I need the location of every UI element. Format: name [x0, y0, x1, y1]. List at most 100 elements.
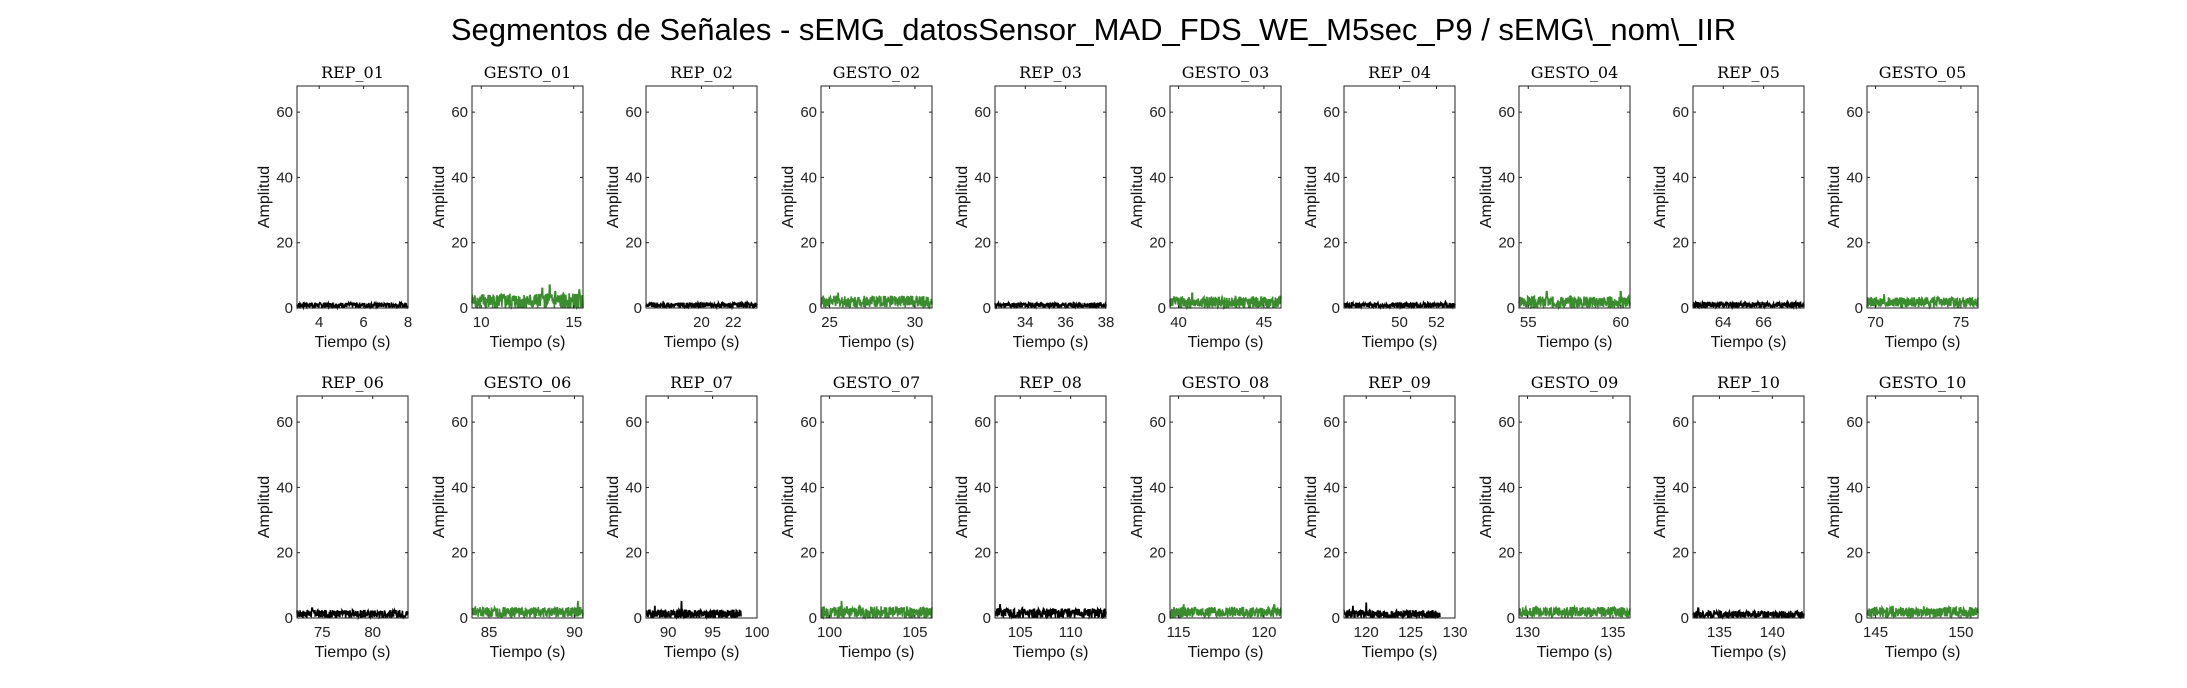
y-tick-label: 60 [1323, 414, 1340, 431]
signal-trace [994, 604, 1107, 620]
y-tick-label: 40 [1672, 479, 1689, 496]
y-axis-label: Amplitud [1652, 166, 1669, 228]
x-tick-label: 22 [725, 314, 742, 331]
x-tick-label: 115 [1167, 624, 1191, 641]
x-tick-label: 4 [315, 314, 323, 331]
y-tick-label: 20 [974, 235, 991, 252]
x-tick-label: 66 [1755, 314, 1772, 331]
y-tick-label: 40 [1323, 169, 1340, 186]
subplot-gesto-04: GESTO_04 0 20 40 60 55 60 Tiempo (s) Amplitud [1478, 63, 1631, 351]
y-axis-label: Amplitud [256, 166, 273, 228]
subplot-title: REP_06 [321, 373, 384, 392]
signal-trace [1169, 604, 1282, 620]
axes-box [1692, 85, 1805, 309]
axes-box [1169, 85, 1282, 309]
x-axis-label: Tiempo (s) [664, 644, 740, 661]
y-tick-label: 60 [625, 414, 642, 431]
x-tick-label: 15 [565, 314, 582, 331]
subplot-title: REP_04 [1368, 63, 1431, 82]
y-tick-label: 40 [451, 479, 468, 496]
y-tick-label: 0 [634, 300, 642, 317]
x-tick-label: 120 [1354, 624, 1379, 641]
y-tick-label: 0 [1855, 610, 1863, 627]
y-tick-label: 0 [1855, 300, 1863, 317]
x-tick-label: 125 [1398, 624, 1423, 641]
axes-box [1692, 395, 1805, 619]
y-axis-label: Amplitud [1303, 476, 1320, 538]
axes-box [1866, 85, 1979, 309]
y-tick-label: 60 [974, 104, 991, 121]
x-tick-label: 20 [693, 314, 710, 331]
y-tick-label: 20 [276, 545, 293, 562]
y-tick-label: 60 [800, 104, 817, 121]
y-tick-label: 60 [1846, 104, 1863, 121]
y-axis-label: Amplitud [605, 476, 622, 538]
subplot-title: REP_01 [321, 63, 384, 82]
x-axis-label: Tiempo (s) [1362, 644, 1438, 661]
subplot-title: GESTO_03 [1182, 63, 1270, 82]
figure-title: Segmentos de Señales - sEMG_datosSensor_… [450, 12, 1737, 47]
y-tick-label: 20 [625, 545, 642, 562]
y-axis-label: Amplitud [780, 166, 797, 228]
x-tick-label: 95 [704, 624, 721, 641]
axes-box [296, 85, 409, 309]
signal-trace [471, 600, 584, 619]
y-tick-label: 40 [1149, 169, 1166, 186]
signal-trace [645, 299, 758, 311]
x-axis-label: Tiempo (s) [1188, 334, 1264, 351]
x-tick-label: 100 [817, 624, 842, 641]
x-tick-label: 36 [1057, 314, 1074, 331]
x-tick-label: 100 [744, 624, 769, 641]
x-axis-label: Tiempo (s) [315, 334, 391, 351]
x-axis-label: Tiempo (s) [1013, 644, 1089, 661]
x-axis-label: Tiempo (s) [1537, 334, 1613, 351]
y-axis-label: Amplitud [780, 476, 797, 538]
signal-trace [1343, 299, 1456, 311]
y-tick-label: 60 [1846, 414, 1863, 431]
axes-box [1343, 85, 1456, 309]
y-tick-label: 60 [1498, 414, 1515, 431]
y-tick-label: 60 [1672, 104, 1689, 121]
y-tick-label: 0 [1507, 300, 1515, 317]
y-tick-label: 0 [809, 300, 817, 317]
x-axis-label: Tiempo (s) [1711, 644, 1787, 661]
x-axis-label: Tiempo (s) [1188, 644, 1264, 661]
axes-box [1343, 395, 1456, 619]
axes-box [1518, 85, 1631, 309]
x-axis-label: Tiempo (s) [315, 644, 391, 661]
x-tick-label: 10 [473, 314, 490, 331]
x-tick-label: 8 [404, 314, 412, 331]
subplot-gesto-02: GESTO_02 0 20 40 60 25 30 Tiempo (s) Amplitud [780, 63, 933, 351]
x-axis-label: Tiempo (s) [490, 644, 566, 661]
y-tick-label: 0 [1681, 300, 1689, 317]
y-axis-label: Amplitud [1478, 476, 1495, 538]
x-tick-label: 34 [1017, 314, 1034, 331]
subplot-rep-02: REP_02 0 20 40 60 20 22 Tiempo (s) Amplitud [605, 63, 758, 351]
x-axis-label: Tiempo (s) [839, 644, 915, 661]
x-tick-label: 75 [1953, 314, 1970, 331]
x-tick-label: 105 [1008, 624, 1033, 641]
axes-box [820, 395, 933, 619]
y-tick-label: 60 [625, 104, 642, 121]
subplot-title: GESTO_06 [484, 373, 572, 392]
x-tick-label: 90 [660, 624, 677, 641]
subplot-gesto-01: GESTO_01 0 20 40 60 10 15 Tiempo (s) Amplitud [431, 63, 584, 351]
y-tick-label: 40 [974, 479, 991, 496]
y-tick-label: 60 [1672, 414, 1689, 431]
axes-box [471, 395, 584, 619]
x-axis-label: Tiempo (s) [664, 334, 740, 351]
y-tick-label: 0 [285, 300, 293, 317]
x-tick-label: 110 [1059, 624, 1083, 641]
signal-trace [1866, 604, 1979, 620]
x-tick-label: 60 [1612, 314, 1629, 331]
x-tick-label: 70 [1867, 314, 1884, 331]
x-axis-label: Tiempo (s) [839, 334, 915, 351]
subplot-title: REP_07 [670, 373, 733, 392]
subplot-gesto-09: GESTO_09 0 20 40 60 130 135 Tiempo (s) Amplitud [1478, 373, 1631, 661]
subplot-title: REP_09 [1368, 373, 1431, 392]
y-tick-label: 60 [451, 104, 468, 121]
subplot-rep-06: REP_06 0 20 40 60 75 80 Tiempo (s) Amplitud [256, 373, 409, 661]
